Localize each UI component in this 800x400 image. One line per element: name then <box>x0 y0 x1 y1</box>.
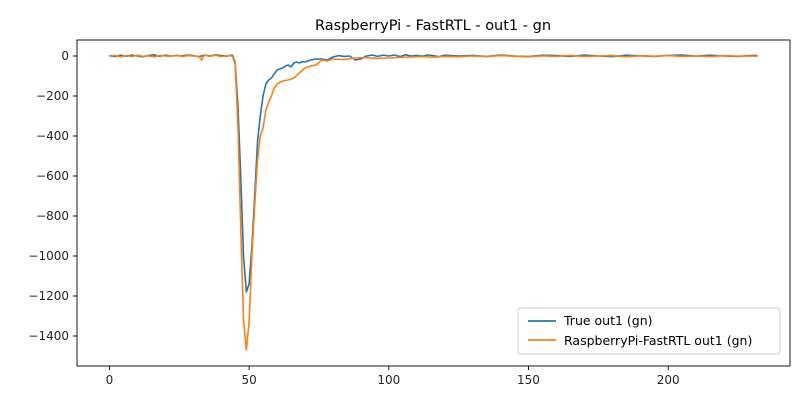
y-tick-label: −600 <box>36 169 69 183</box>
legend-label-true-out1: True out1 (gn) <box>563 313 653 328</box>
y-axis: 0 −200 −400 −600 −800 −1000 −1200 −1400 <box>28 49 77 343</box>
x-tick-label: 0 <box>106 373 114 387</box>
x-tick-label: 150 <box>517 373 540 387</box>
x-tick-label: 100 <box>377 373 400 387</box>
chart-title: RaspberryPi - FastRTL - out1 - gn <box>315 18 551 34</box>
y-tick-label: −200 <box>36 89 69 103</box>
y-tick-label: −1400 <box>28 329 69 343</box>
legend-label-fastrtl-out1: RaspberryPi-FastRTL out1 (gn) <box>564 333 752 348</box>
plot-frame <box>76 39 791 367</box>
y-tick-label: 0 <box>61 49 69 63</box>
y-tick-label: −800 <box>36 209 69 223</box>
x-tick-label: 50 <box>241 373 256 387</box>
series-lines <box>109 53 758 351</box>
y-tick-label: −400 <box>36 129 69 143</box>
series-line-fastrtl-out1 <box>109 54 758 351</box>
legend-box <box>517 307 781 355</box>
x-tick-label: 200 <box>657 373 680 387</box>
x-axis: 0 50 100 150 200 <box>106 366 680 387</box>
y-tick-label: −1000 <box>28 249 69 263</box>
y-tick-label: −1200 <box>28 289 69 303</box>
series-line-true-out1 <box>109 53 758 293</box>
legend: True out1 (gn) RaspberryPi-FastRTL out1 … <box>517 307 781 355</box>
